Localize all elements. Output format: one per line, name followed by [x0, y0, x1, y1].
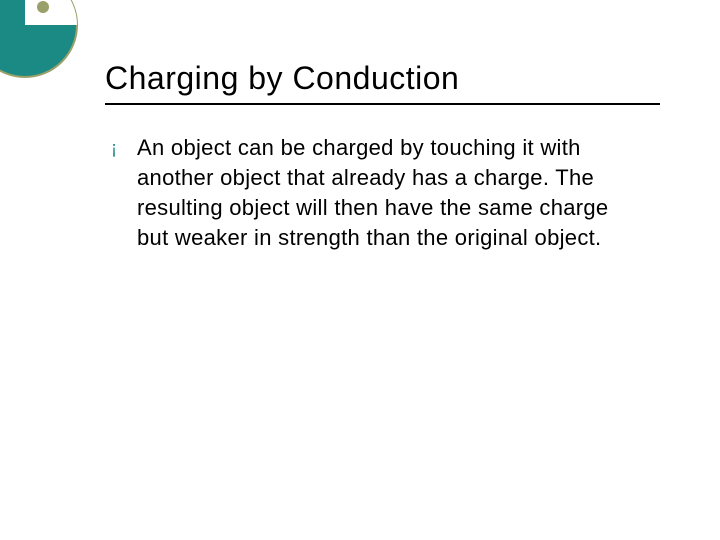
slide: Charging by Conduction ¡ An object can b…: [0, 0, 720, 540]
slide-body: ¡ An object can be charged by touching i…: [105, 133, 660, 253]
slide-title: Charging by Conduction: [105, 60, 660, 97]
bullet-text: An object can be charged by touching it …: [137, 133, 617, 253]
title-underline: [105, 103, 660, 105]
bullet-item: ¡ An object can be charged by touching i…: [111, 133, 660, 253]
bullet-marker-icon: ¡: [111, 133, 137, 163]
